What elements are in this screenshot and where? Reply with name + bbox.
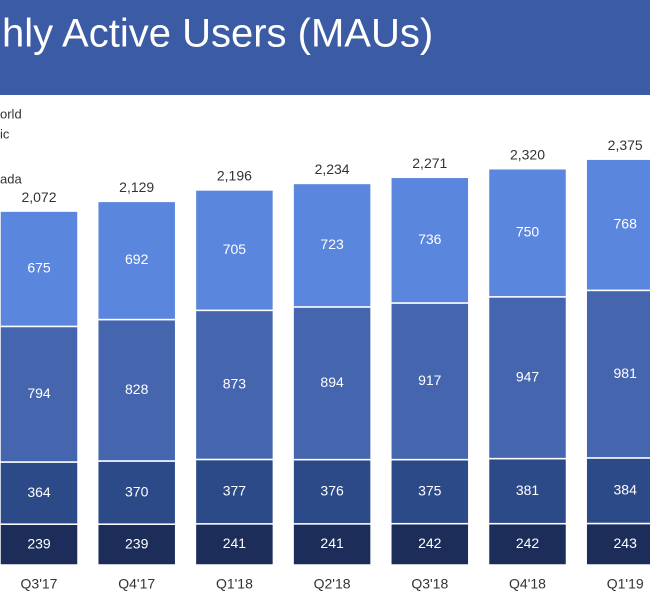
x-tick-label: Q3'18: [411, 576, 448, 592]
bar-segment: [194, 309, 275, 461]
bar-segment: [0, 523, 79, 566]
legend-label: ic: [0, 126, 10, 141]
segment-label: 981: [614, 365, 638, 381]
segment-label: 794: [27, 385, 51, 401]
bar-segment: [96, 460, 177, 525]
segment-label: 828: [125, 381, 149, 397]
segment-label: 377: [223, 482, 247, 498]
bar-segment: [390, 176, 470, 304]
segment-label: 750: [516, 223, 540, 239]
segment-label: 375: [418, 482, 442, 498]
segment-label: 768: [614, 215, 638, 231]
segment-label: 705: [223, 241, 247, 257]
total-label: 2,129: [119, 179, 154, 195]
total-label: 2,375: [608, 137, 643, 153]
bar-segment: [585, 289, 650, 459]
bar-segment: [487, 296, 568, 460]
chart-title: hly Active Users (MAUs): [2, 12, 433, 56]
bar-segment: [96, 200, 177, 321]
x-tick-label: Q1'19: [607, 576, 644, 592]
segment-label: 894: [320, 374, 344, 390]
legend-label: ada: [0, 171, 22, 186]
bar-segment: [194, 523, 275, 566]
bar-segment: [585, 158, 650, 292]
segment-label: 917: [418, 372, 442, 388]
segment-label: 242: [516, 535, 540, 551]
segment-label: 723: [320, 236, 344, 252]
bar-segment: [487, 457, 568, 525]
bar-segment: [390, 458, 470, 525]
segment-label: 364: [27, 484, 51, 500]
x-tick-label: Q4'18: [509, 576, 546, 592]
bar-segment: [292, 458, 372, 525]
segment-label: 239: [27, 535, 51, 551]
bar-segment: [194, 189, 275, 312]
segment-label: 736: [418, 231, 442, 247]
total-label: 2,234: [315, 161, 350, 177]
segment-label: 873: [223, 376, 247, 392]
x-tick-label: Q2'18: [314, 576, 351, 592]
segment-label: 384: [614, 481, 638, 497]
segment-label: 376: [320, 482, 344, 498]
segment-label: 692: [125, 251, 149, 267]
bar-segment: [0, 461, 79, 525]
bar-segment: [390, 522, 470, 566]
segment-label: 242: [418, 535, 442, 551]
title-band: [0, 0, 650, 95]
segment-label: 947: [516, 368, 540, 384]
bar-segment: [585, 522, 650, 566]
segment-label: 243: [614, 535, 638, 551]
segment-label: 381: [516, 482, 540, 498]
segment-label: 241: [320, 535, 344, 551]
segment-label: 241: [223, 535, 247, 551]
bar-segment: [292, 306, 372, 461]
total-label: 2,320: [510, 146, 545, 162]
x-tick-label: Q1'18: [216, 576, 253, 592]
total-label: 2,271: [412, 155, 447, 171]
bar-segment: [585, 457, 650, 525]
bar-segment: [0, 210, 79, 328]
segment-label: 239: [125, 535, 149, 551]
total-label: 2,196: [217, 168, 252, 184]
bar-segment: [487, 167, 568, 298]
segment-label: 675: [27, 259, 51, 275]
x-tick-label: Q4'17: [118, 576, 155, 592]
x-tick-label: Q3'17: [21, 576, 58, 592]
total-label: 2,072: [21, 189, 56, 205]
bar-segment: [96, 318, 177, 462]
segment-label: 370: [125, 483, 149, 499]
bar-segment: [292, 182, 372, 308]
bar-segment: [0, 325, 79, 463]
legend-label: orld: [0, 106, 22, 121]
